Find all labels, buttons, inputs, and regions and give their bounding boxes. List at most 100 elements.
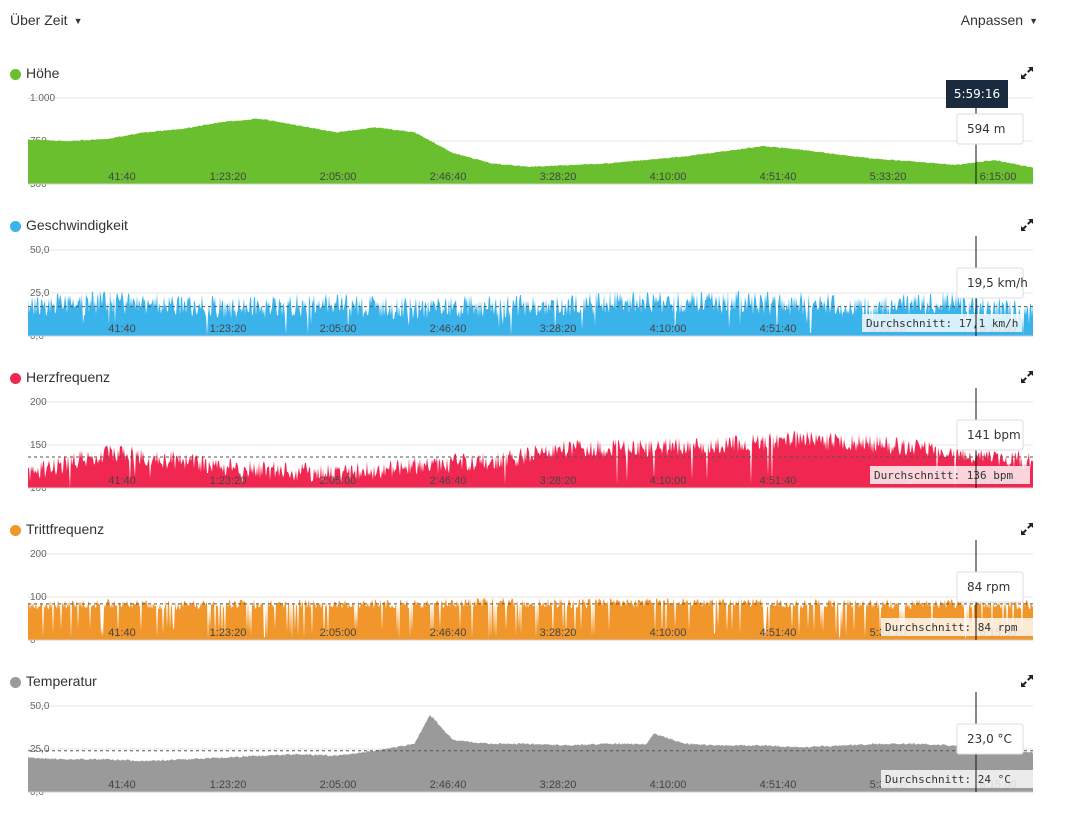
x-tick-label: 2:05:00: [320, 475, 357, 487]
expand-icon[interactable]: [1020, 370, 1036, 386]
series-area: [28, 430, 1033, 488]
x-tick-label: 6:15:00: [980, 171, 1017, 183]
x-tick-label: 3:28:20: [540, 323, 577, 335]
tooltip-box: [956, 113, 1024, 145]
average-label-text: Durchschnitt: 17,1 km/h: [866, 317, 1018, 330]
x-tick-label: 4:51:40: [760, 475, 797, 487]
x-tick-label: 4:51:40: [760, 627, 797, 639]
x-tick-label: 4:10:00: [650, 627, 687, 639]
cursor-time-bg: [946, 80, 1008, 108]
chart-title: Trittfrequenz: [26, 521, 105, 537]
y-tick-label: 200: [30, 397, 47, 408]
x-tick-label: 4:10:00: [650, 475, 687, 487]
tooltip-box: [956, 267, 1024, 299]
expand-icon[interactable]: [1020, 522, 1036, 538]
expand-icon[interactable]: [1020, 218, 1036, 234]
x-tick-label: 2:46:40: [430, 779, 467, 791]
x-tick-label: 41:40: [108, 627, 136, 639]
x-tick-label: 3:28:20: [540, 627, 577, 639]
tooltip-box: [956, 723, 1024, 755]
chart-panel-herzfrequenz: Herzfrequenz10015020041:401:23:202:05:00…: [0, 368, 1066, 520]
value-tooltip: 141 bpm: [956, 419, 1024, 451]
chart-panel-trittfrequenz: Trittfrequenz010020041:401:23:202:05:002…: [0, 520, 1066, 672]
x-tick-label: 3:28:20: [540, 171, 577, 183]
tooltip-value: 23,0 °C: [967, 732, 1012, 746]
x-tick-label: 1:23:20: [210, 171, 247, 183]
y-tick-label: 50,0: [30, 701, 50, 712]
x-tick-label: 2:46:40: [430, 171, 467, 183]
y-tick-label: 50,0: [30, 245, 50, 256]
chart-plot-geschwindigkeit: 0,025,050,041:401:23:202:05:002:46:403:2…: [28, 236, 1033, 342]
y-tick-label: 1.000: [30, 93, 55, 104]
average-label-bg: [862, 314, 1022, 332]
y-tick-label: 25,0: [30, 744, 50, 755]
x-tick-label: 41:40: [108, 171, 136, 183]
value-tooltip: 594 m: [956, 113, 1024, 145]
x-tick-label: 2:46:40: [430, 475, 467, 487]
view-mode-label: Über Zeit: [10, 12, 68, 28]
legend-dot-icon[interactable]: [10, 373, 21, 384]
average-label: Durchschnitt: 24 °C: [881, 770, 1041, 788]
chart-title: Herzfrequenz: [26, 369, 111, 385]
x-tick-label: 2:46:40: [430, 627, 467, 639]
series-area: [28, 290, 1033, 336]
x-tick-label: 4:51:40: [760, 779, 797, 791]
average-label-bg: [881, 618, 1041, 636]
x-tick-label: 2:05:00: [320, 323, 357, 335]
x-tick-label: 1:23:20: [210, 323, 247, 335]
legend-dot-icon[interactable]: [10, 69, 21, 80]
tooltip-value: 141 bpm: [967, 428, 1021, 442]
average-label-text: Durchschnitt: 84 rpm: [885, 621, 1018, 634]
chevron-down-icon: ▼: [73, 16, 83, 26]
customize-dropdown[interactable]: Anpassen ▼: [961, 12, 1038, 28]
chart-panel-geschwindigkeit: Geschwindigkeit0,025,050,041:401:23:202:…: [0, 216, 1066, 368]
chart-plot-hoehe: 5007501.00041:401:23:202:05:002:46:403:2…: [28, 80, 1033, 190]
average-label-bg: [870, 466, 1030, 484]
x-tick-label: 2:05:00: [320, 627, 357, 639]
average-label-text: Durchschnitt: 136 bpm: [874, 469, 1013, 482]
x-tick-label: 41:40: [108, 779, 136, 791]
x-tick-label: 41:40: [108, 323, 136, 335]
y-tick-label: 200: [30, 549, 47, 560]
y-tick-label: 150: [30, 440, 47, 451]
x-tick-label: 41:40: [108, 475, 136, 487]
tooltip-box: [956, 571, 1024, 603]
legend-dot-icon[interactable]: [10, 677, 21, 688]
x-tick-label: 4:51:40: [760, 323, 797, 335]
chart-title: Geschwindigkeit: [26, 217, 128, 233]
view-mode-dropdown[interactable]: Über Zeit ▼: [10, 12, 83, 28]
x-tick-label: 2:46:40: [430, 323, 467, 335]
value-tooltip: 84 rpm: [956, 571, 1024, 603]
legend-dot-icon[interactable]: [10, 525, 21, 536]
expand-icon[interactable]: [1020, 674, 1036, 690]
x-tick-label: 1:23:20: [210, 627, 247, 639]
chart-plot-trittfrequenz: 010020041:401:23:202:05:002:46:403:28:20…: [28, 540, 1041, 646]
tooltip-box: [956, 419, 1024, 451]
x-tick-label: 1:23:20: [210, 475, 247, 487]
expand-icon[interactable]: [1020, 66, 1036, 82]
x-tick-label: 4:51:40: [760, 171, 797, 183]
value-tooltip: 23,0 °C: [956, 723, 1024, 755]
average-label: Durchschnitt: 136 bpm: [870, 466, 1030, 484]
chart-plot-herzfrequenz: 10015020041:401:23:202:05:002:46:403:28:…: [28, 388, 1033, 494]
series-area: [28, 714, 1033, 792]
tooltip-value: 19,5 km/h: [967, 276, 1028, 290]
legend-dot-icon[interactable]: [10, 221, 21, 232]
tooltip-value: 84 rpm: [967, 580, 1010, 594]
series-area: [28, 597, 1033, 640]
chart-plot-temperatur: 0,025,050,041:401:23:202:05:002:46:403:2…: [28, 692, 1041, 798]
customize-label: Anpassen: [960, 12, 1024, 28]
tooltip-value: 594 m: [967, 122, 1005, 136]
x-tick-label: 4:10:00: [650, 779, 687, 791]
cursor-time-badge: 5:59:16: [946, 80, 1008, 108]
y-tick-label: 25,0: [30, 288, 50, 299]
chart-panel-hoehe: Höhe5007501.00041:401:23:202:05:002:46:4…: [0, 64, 1066, 216]
x-tick-label: 5:33:20: [870, 171, 907, 183]
chevron-down-icon: ▼: [1029, 16, 1038, 26]
x-tick-label: 2:05:00: [320, 171, 357, 183]
average-label-bg: [881, 770, 1041, 788]
y-tick-label: 100: [30, 592, 47, 603]
average-label: Durchschnitt: 17,1 km/h: [862, 314, 1022, 332]
x-tick-label: 1:23:20: [210, 779, 247, 791]
chart-panel-temperatur: Temperatur0,025,050,041:401:23:202:05:00…: [0, 672, 1066, 824]
